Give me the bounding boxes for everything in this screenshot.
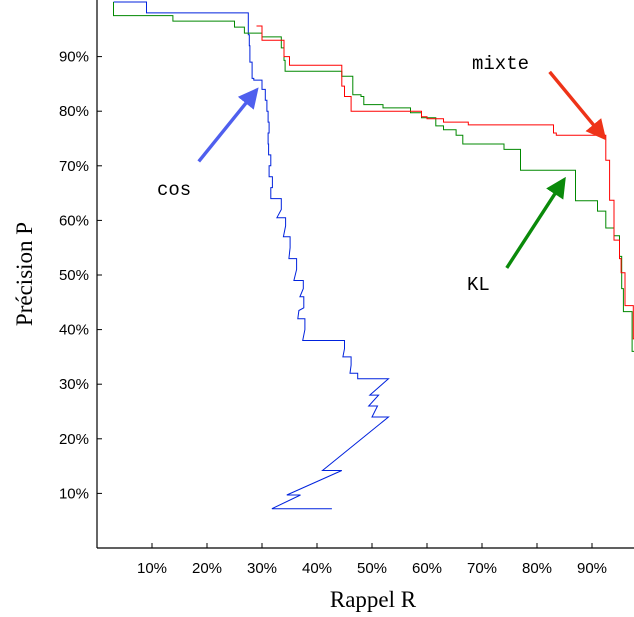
y-tick-label: 30% xyxy=(59,376,89,393)
x-tick-label: 20% xyxy=(192,560,222,577)
y-tick-label: 10% xyxy=(59,485,89,502)
y-tick-label: 70% xyxy=(59,158,89,175)
y-tick-label: 40% xyxy=(59,322,89,339)
mixte-arrow xyxy=(548,70,607,141)
x-tick-label: 70% xyxy=(467,560,497,577)
kl-arrow xyxy=(505,176,566,269)
tick-layer: 10% 20% 30% 40% 50% 60% 70% 80% 90% 10% 20% 30% 40% 5… xyxy=(59,49,607,577)
series-line-kl xyxy=(113,2,634,352)
x-tick-label: 30% xyxy=(247,560,277,577)
mixte-label: mixte xyxy=(472,53,529,75)
cos-label: cos xyxy=(157,179,191,201)
x-tick-label: 10% xyxy=(137,560,167,577)
x-tick-label: 80% xyxy=(522,560,552,577)
y-tick-label: 80% xyxy=(59,103,89,120)
y-axis-title: Précision P xyxy=(12,222,37,326)
series-line-mixte xyxy=(256,25,634,340)
x-tick-label: 50% xyxy=(357,560,387,577)
y-tick-label: 20% xyxy=(59,431,89,448)
x-tick-label: 90% xyxy=(577,560,607,577)
y-tick-label: 60% xyxy=(59,212,89,229)
y-tick-label: 90% xyxy=(59,49,89,66)
y-tick-label: 50% xyxy=(59,267,89,284)
x-tick-label: 60% xyxy=(412,560,442,577)
kl-label: KL xyxy=(467,274,490,296)
x-axis-title: Rappel R xyxy=(330,587,417,612)
series-line-cos xyxy=(113,1,390,510)
series-layer xyxy=(113,1,634,510)
x-tick-label: 40% xyxy=(302,560,332,577)
cos-arrow xyxy=(197,87,259,163)
annotation-layer: cos KL mixte xyxy=(157,53,607,296)
